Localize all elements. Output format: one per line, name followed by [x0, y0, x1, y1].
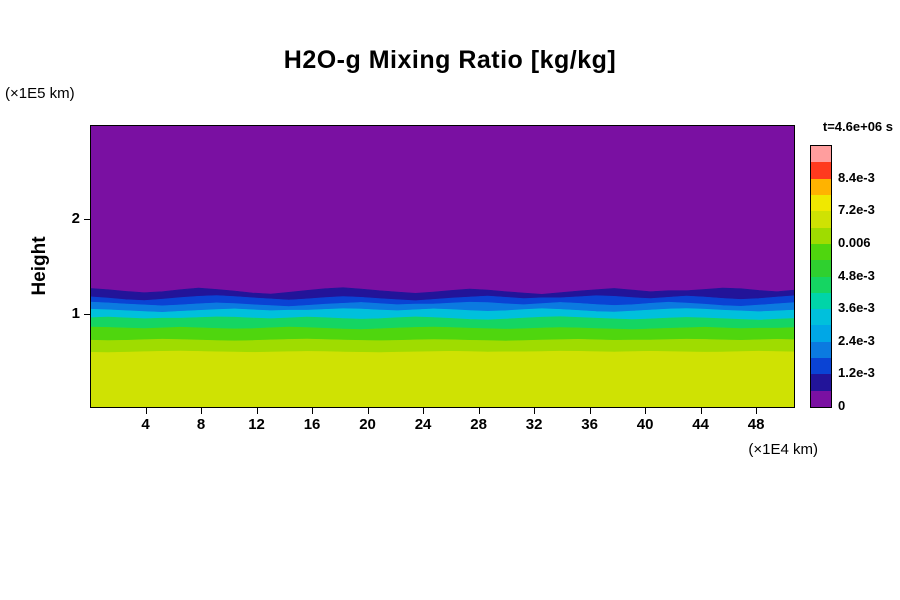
colorbar-segment-2: [811, 358, 831, 375]
x-tick-mark: [534, 408, 536, 414]
colorbar-tick-label: 3.6e-3: [838, 300, 875, 316]
x-axis-units-label: (×1E4 km): [748, 441, 818, 458]
x-tick-mark: [756, 408, 758, 414]
x-tick-mark: [145, 408, 147, 414]
colorbar-segment-3: [811, 341, 831, 359]
x-tick-mark: [367, 408, 369, 414]
y-tick-label: 2: [71, 210, 80, 228]
x-tick-label: 28: [470, 416, 487, 433]
x-tick-label: 12: [248, 416, 265, 433]
colorbar-segment-6: [811, 292, 831, 310]
contour-band-6: [89, 326, 796, 342]
y-axis-units-label: (×1E5 km): [5, 85, 75, 102]
x-tick-label: 48: [747, 416, 765, 433]
y-axis-title: Height: [29, 236, 50, 296]
plot-frame: [90, 125, 795, 408]
x-tick-label: 44: [692, 416, 709, 433]
x-tick-label: 24: [414, 416, 432, 433]
x-tick-mark: [256, 408, 258, 414]
x-tick-label: 32: [525, 416, 543, 433]
x-tick-mark: [201, 408, 203, 414]
colorbar-segment-5: [811, 309, 831, 326]
x-tick-mark: [645, 408, 647, 414]
colorbar-segment-7: [811, 276, 831, 293]
colorbar: [810, 145, 832, 408]
colorbar-segment-1: [811, 374, 831, 391]
x-tick-label: 36: [581, 416, 598, 433]
colorbar-segment-8: [811, 260, 831, 277]
x-tick-label: 20: [359, 416, 376, 433]
heatmap-plot-area: [89, 124, 796, 409]
colorbar-segment-10: [811, 227, 831, 244]
heatmap-svg: [89, 124, 796, 409]
chart-title: H2O-g Mixing Ratio [kg/kg]: [283, 46, 617, 74]
x-tick-mark: [423, 408, 425, 414]
time-annotation: t=4.6e+06 s: [822, 119, 893, 134]
colorbar-segment-4: [811, 325, 831, 342]
colorbar-segment-9: [811, 243, 831, 261]
colorbar-tick-label: 4.8e-3: [838, 267, 875, 283]
contour-band-7: [89, 338, 796, 353]
colorbar-tick-label: 0.006: [838, 234, 871, 250]
colorbar-segment-12: [811, 194, 831, 212]
colorbar-tick-label: 7.2e-3: [838, 202, 875, 218]
x-tick-mark: [700, 408, 702, 414]
colorbar-segment-0: [811, 390, 831, 407]
y-tick-mark: [84, 313, 90, 315]
colorbar-segment-11: [811, 211, 831, 228]
contour-band-0: [89, 124, 796, 295]
x-tick-mark: [312, 408, 314, 414]
y-tick-mark: [84, 219, 90, 221]
colorbar-tick-label: 1.2e-3: [838, 365, 875, 381]
contour-band-8: [89, 350, 796, 409]
colorbar-segment-14: [811, 162, 831, 179]
x-tick-label: 16: [303, 416, 321, 433]
y-tick-label: 1: [71, 304, 80, 322]
x-tick-label: 4: [141, 416, 150, 433]
colorbar-segment-13: [811, 178, 831, 195]
colorbar-tick-label: 0: [838, 398, 846, 413]
x-tick-label: 40: [636, 416, 654, 433]
x-tick-label: 8: [196, 416, 206, 433]
x-tick-mark: [589, 408, 591, 414]
x-tick-mark: [478, 408, 480, 414]
colorbar-segment-15: [811, 146, 831, 163]
colorbar-tick-label: 2.4e-3: [838, 332, 875, 348]
colorbar-tick-label: 8.4e-3: [838, 169, 875, 185]
